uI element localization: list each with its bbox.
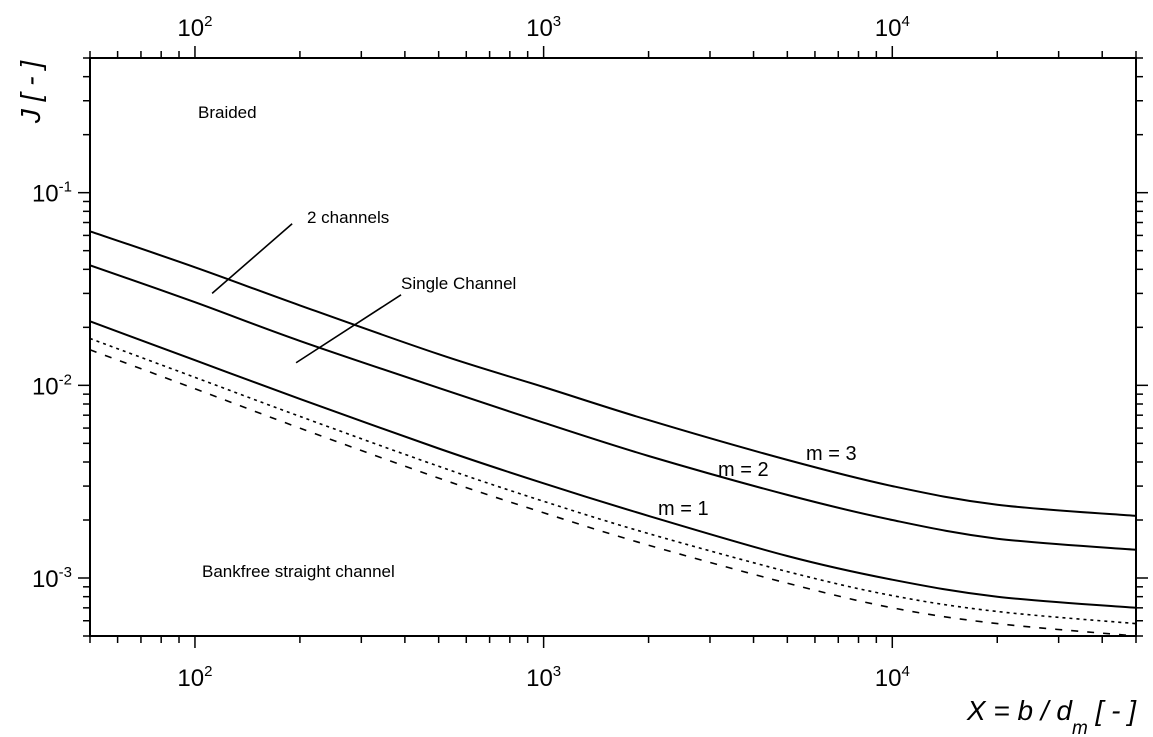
label-bankfree: Bankfree straight channel [202, 562, 395, 581]
x-axis-title-unit: [ - ] [1088, 695, 1137, 726]
x-tick-label-top: 103 [526, 13, 561, 42]
curve-m1 [90, 320, 1136, 609]
y-tick-label: 10-1 [32, 179, 72, 208]
x-axis-title-main: X = b / d [966, 695, 1073, 726]
leader-two-channels [211, 223, 293, 295]
curve-m2 [90, 264, 1136, 551]
plot-frame [89, 57, 1137, 637]
curve-dashed-4 [90, 349, 1136, 636]
curves [90, 230, 1136, 636]
x-axis-title: X = b / dm [ - ] [966, 695, 1137, 737]
y-tick-label: 10-3 [32, 564, 72, 593]
leader-single-channel [295, 294, 402, 364]
curve-dotted-3 [90, 337, 1136, 625]
axis-tick-labels: 102 102 103 103 104 104 10-1 10-2 10-3 [32, 13, 910, 692]
axis-ticks [78, 46, 1148, 648]
x-tick-label-bottom: 104 [875, 663, 910, 692]
x-axis-title-sub: m [1072, 718, 1088, 737]
x-tick-label-top: 102 [177, 13, 212, 42]
label-m2: m = 2 [718, 459, 769, 481]
curve-m3 [90, 230, 1136, 517]
label-2-channels: 2 channels [307, 208, 389, 227]
label-single-channel: Single Channel [401, 274, 516, 293]
label-braided: Braided [198, 103, 257, 122]
x-tick-label-bottom: 102 [177, 663, 212, 692]
label-m3: m = 3 [806, 443, 857, 465]
label-m1: m = 1 [658, 498, 709, 520]
x-tick-label-top: 104 [875, 13, 910, 42]
y-tick-label: 10-2 [32, 371, 72, 400]
leader-lines [211, 223, 402, 364]
x-tick-label-bottom: 103 [526, 663, 561, 692]
y-axis-title: J [ - ] [15, 60, 46, 124]
